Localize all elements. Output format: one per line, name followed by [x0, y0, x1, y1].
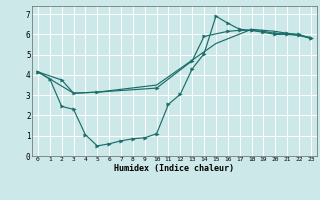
X-axis label: Humidex (Indice chaleur): Humidex (Indice chaleur)	[115, 164, 234, 173]
